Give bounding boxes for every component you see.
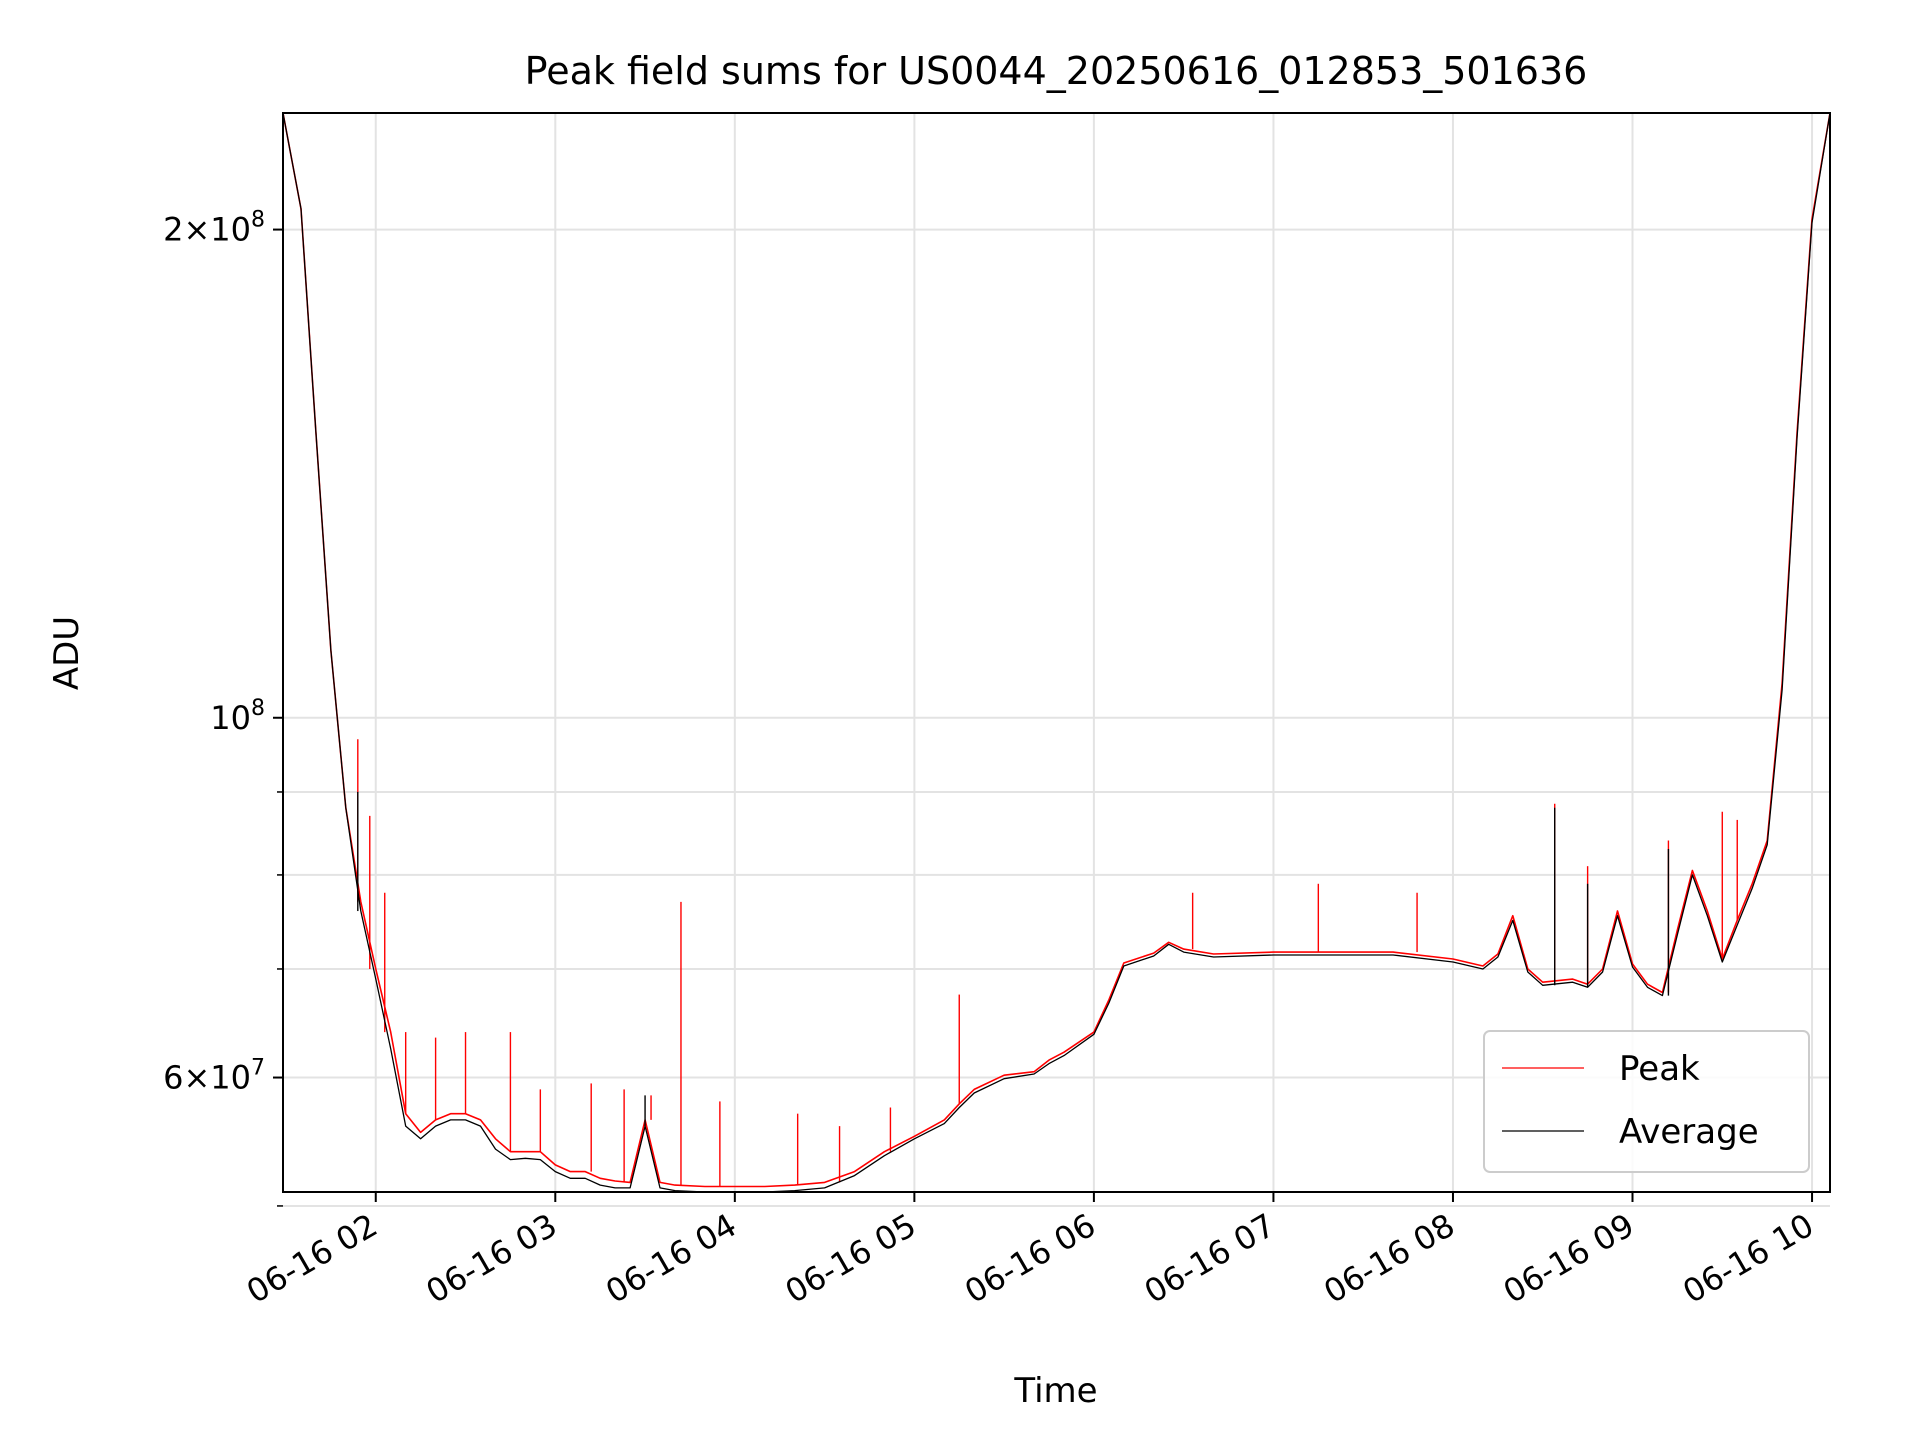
y-tick-label: 108 <box>210 696 265 737</box>
y-tick-exponent: 8 <box>251 208 265 233</box>
series-line-average <box>282 112 1831 1193</box>
grid <box>283 113 1830 1207</box>
y-axis-label: ADU <box>47 616 87 690</box>
legend-label-peak: Peak <box>1619 1049 1700 1089</box>
plot-frame <box>282 112 1831 1193</box>
y-tick-label: 2×108 <box>163 208 265 249</box>
legend: Peak Average <box>1483 1030 1810 1173</box>
x-axis-label: Time <box>1013 1371 1097 1411</box>
y-tick-label: 6×107 <box>163 1056 265 1097</box>
legend-label-average: Average <box>1619 1112 1759 1152</box>
y-tick-exponent: 7 <box>251 1056 265 1081</box>
series-line-peak <box>282 112 1831 1188</box>
y-tick-mantissa: 6 <box>163 1059 183 1097</box>
y-tick-exponent: 8 <box>251 696 265 721</box>
legend-box <box>1483 1030 1810 1173</box>
series-lines <box>282 112 1831 1193</box>
chart-title: Peak field sums for US0044_20250616_0128… <box>525 49 1588 93</box>
y-tick-mantissa: 2 <box>163 211 183 249</box>
